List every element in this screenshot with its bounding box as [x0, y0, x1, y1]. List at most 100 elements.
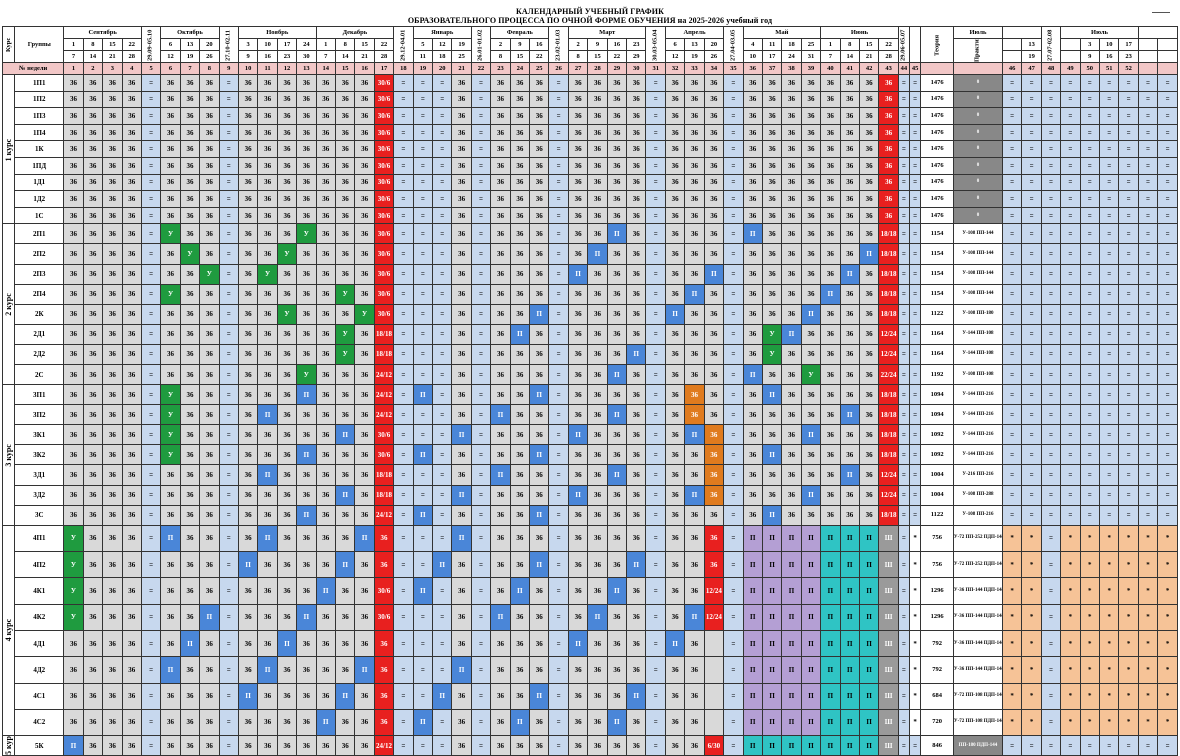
week-cell: =: [1079, 156, 1101, 175]
week-cell: =: [140, 107, 162, 125]
week-cell: П: [761, 444, 783, 466]
week-cell: =: [1021, 444, 1042, 466]
week-cell: =: [393, 484, 414, 506]
week-cell: 36: [451, 343, 472, 366]
week-cell: 36: [839, 343, 860, 366]
week-cell: 36: [761, 223, 783, 245]
week-cell: =: [1157, 323, 1178, 345]
week-cell: 36: [684, 708, 705, 737]
week-cell: 36: [237, 504, 259, 526]
week-cell: =: [393, 263, 414, 285]
week-cell: =: [140, 682, 162, 710]
week-cell: =: [723, 90, 744, 109]
week-cell: 36: [276, 384, 298, 406]
week-cell: 36: [587, 682, 608, 710]
group-name: 1П3: [14, 107, 65, 125]
week-cell: =: [645, 74, 666, 92]
week-cell: 36: [490, 504, 511, 526]
week-start-day: 22: [373, 38, 395, 51]
week-cell: 36: [199, 404, 220, 426]
week-cell: =: [432, 524, 453, 553]
week-cell: П: [412, 708, 434, 737]
week-cell: 36: [102, 263, 123, 285]
week-cell: 36: [296, 123, 317, 142]
month-header-m0: Сентябрь: [63, 26, 142, 39]
week-cell: =: [1098, 263, 1120, 285]
week-cell: =: [218, 107, 239, 125]
week-cell: 36: [664, 173, 686, 192]
week-cell: =: [1060, 263, 1081, 285]
week-cell: 36: [703, 190, 725, 208]
week-cell: 36: [626, 140, 647, 158]
week-cell: 36: [199, 243, 220, 265]
week-cell: =: [1060, 283, 1081, 305]
week-cell: =: [1060, 343, 1081, 366]
week-cell: =: [1021, 90, 1042, 109]
week-cell: 36: [63, 263, 84, 285]
week-start-day: 1: [820, 38, 841, 51]
week-cell: П: [509, 577, 531, 605]
week-cell: 36: [761, 140, 783, 158]
week-cell: =: [645, 577, 666, 605]
week-cell: 36: [334, 577, 356, 605]
week-end-day: 24: [781, 50, 802, 63]
week-cell: =: [140, 404, 162, 426]
week-cell: =: [1060, 735, 1081, 756]
week-cell: П: [781, 603, 802, 631]
week-cell: =: [645, 173, 666, 192]
week-cell: =: [432, 484, 453, 506]
week-cell: =: [393, 404, 414, 426]
week-start-day: 25: [800, 38, 822, 51]
week-cell: 36: [354, 404, 375, 426]
week-cell: =: [897, 404, 911, 426]
week-cell: 36: [179, 682, 201, 710]
week-cell: 36: [179, 190, 201, 208]
week-cell: 36: [742, 484, 763, 506]
week-cell: 36: [82, 603, 104, 631]
week-cell: =: [1040, 156, 1062, 175]
week-cell: П: [761, 524, 783, 553]
week-cell: 36: [800, 444, 822, 466]
week-cell: =: [1040, 206, 1062, 225]
week-cell: 36: [179, 123, 201, 142]
week-cell: =: [432, 424, 453, 446]
week-cell: =: [897, 263, 911, 285]
week-cell: 24/12: [373, 384, 395, 406]
week-cell: =: [1040, 74, 1062, 92]
week-cell: 36: [839, 74, 860, 92]
week-cell: 36: [684, 156, 705, 175]
week-cell: 36: [858, 303, 880, 325]
week-cell: =: [1060, 484, 1081, 506]
week-end-day: 8: [490, 50, 511, 63]
week-cell: 36: [102, 140, 123, 158]
week-cell: 36: [257, 107, 278, 125]
week-cell: 18/18: [373, 484, 395, 506]
week-cell: =: [1137, 90, 1159, 109]
week-cell: 36: [703, 323, 725, 345]
week-cell: 36: [63, 682, 84, 710]
week-cell: 36: [276, 74, 298, 92]
week-cell: 36: [684, 323, 705, 345]
week-cell: =: [548, 682, 569, 710]
week-cell: 36: [451, 708, 472, 737]
week-cell: 36: [315, 363, 336, 386]
week-cell: =: [432, 444, 453, 466]
week-cell: =: [723, 484, 744, 506]
week-cell: 36: [63, 384, 84, 406]
week-cell: 36: [878, 206, 899, 225]
week-cell: =: [897, 223, 911, 245]
week-cell: 36: [800, 190, 822, 208]
week-cell: *: [1021, 551, 1042, 579]
week-cell: 36: [160, 551, 181, 579]
week-cell: 36: [567, 384, 589, 406]
week-cell: =: [393, 603, 414, 631]
week-cell: П: [742, 223, 763, 245]
week-cell: =: [470, 484, 492, 506]
week-cell: 36: [684, 404, 705, 426]
week-cell: 36: [102, 283, 123, 305]
week-end-day: 23: [1118, 50, 1139, 63]
week-cell: 36: [160, 107, 181, 125]
week-cell: 36: [509, 156, 531, 175]
week-cell: =: [412, 363, 434, 386]
week-cell: П: [354, 524, 375, 553]
